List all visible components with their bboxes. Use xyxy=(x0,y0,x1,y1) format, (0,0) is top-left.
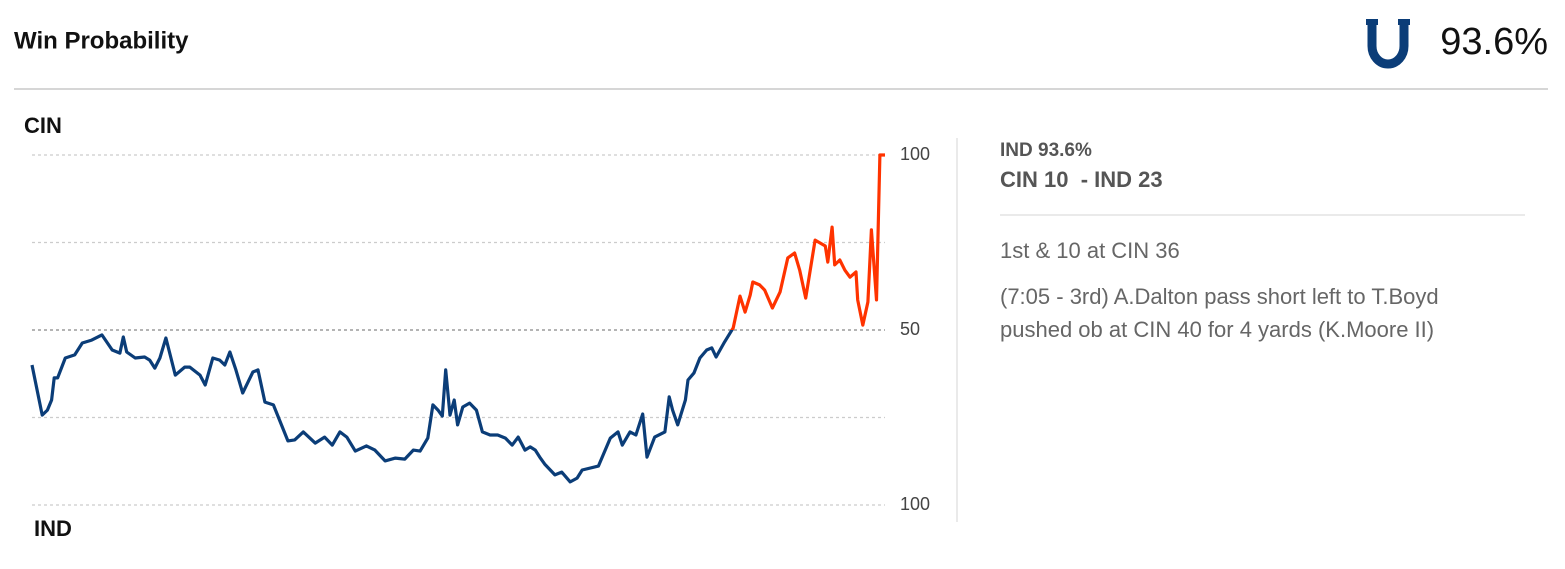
y-tick-label: 100 xyxy=(900,494,930,514)
score: CIN 10 - IND 23 xyxy=(1000,167,1163,192)
play-text: (7:05 - 3rd) A.Dalton pass short left to… xyxy=(1000,284,1439,309)
y-tick-label: 100 xyxy=(900,144,930,164)
situation: 1st & 10 at CIN 36 xyxy=(1000,238,1180,263)
leader-value: 93.6% xyxy=(1440,21,1548,63)
top-team: CIN xyxy=(24,113,62,138)
bottom-team: IND xyxy=(34,516,72,541)
play-text: pushed ob at CIN 40 for 4 yards (K.Moore… xyxy=(1000,317,1434,342)
title: Win Probability xyxy=(14,27,189,54)
win-prob: IND 93.6% xyxy=(1000,140,1092,161)
win-probability-line xyxy=(30,153,885,484)
y-tick-label: 50 xyxy=(900,319,920,339)
team-logo xyxy=(1366,19,1410,69)
